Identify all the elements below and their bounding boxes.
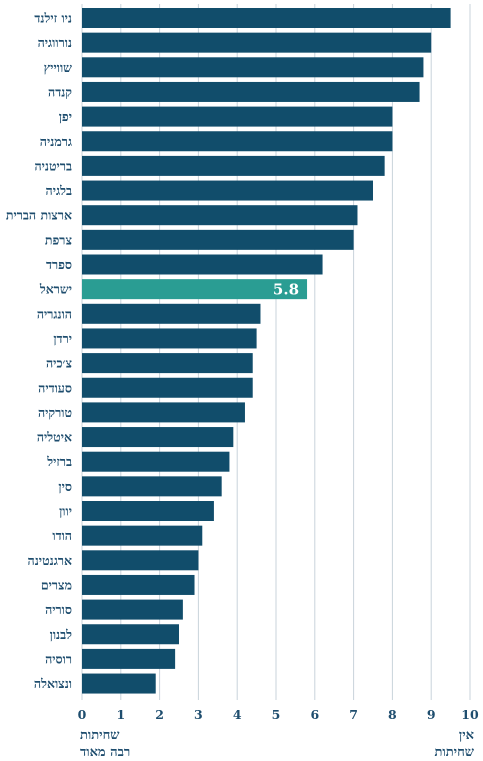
bar [82,303,261,324]
bar [82,279,308,300]
x-tick-label: 8 [388,707,397,722]
category-label: ברזיל [46,454,72,469]
category-label: מצרים [41,577,72,592]
category-label: יוון [59,504,72,519]
category-label: ארגנטינה [28,553,72,568]
category-label: הונגריה [37,306,72,321]
x-tick-label: 0 [78,707,87,722]
bar [82,229,354,250]
x-tick-label: 4 [233,707,242,722]
category-label: איטליה [37,430,72,445]
bar [82,427,234,448]
category-label: ניו זילנד [34,11,72,26]
category-label: צ׳כיה [46,356,72,371]
bar [82,648,176,669]
category-label: צרפת [45,232,73,247]
axis-high-end-label-line-1: אין [458,728,474,743]
category-label: סעודיה [38,380,72,395]
category-label: סוריה [45,602,72,617]
x-tick-label: 1 [116,707,125,722]
category-label: רוסיה [45,651,72,666]
axis-high-end-label: אין שחיתות [384,727,475,761]
bar [82,550,199,571]
category-label: קנדה [48,84,72,99]
bar [82,501,214,521]
bar [82,574,195,595]
bar [82,476,222,497]
bar [82,131,393,152]
x-tick-label: 9 [427,707,436,722]
axis-low-end-label-line-2: רבה מאוד [80,745,131,760]
category-label: בריטניה [34,158,72,173]
category-label: לבנון [50,627,72,642]
bar [82,673,156,694]
category-label: הודו [52,528,72,543]
category-label: בלגיה [46,183,72,198]
bar [82,624,179,645]
bar [82,81,420,102]
bar [82,180,373,201]
category-label: שווייץ [44,60,72,75]
category-label: טורקיה [38,405,72,420]
axis-low-end-label-line-1: שחיתות [80,728,120,743]
bar [82,155,385,176]
bar [82,377,253,398]
bar [82,353,253,374]
bar [82,106,393,127]
category-label: ספרד [46,257,72,272]
bar [82,402,245,423]
category-label: ארצות הברית [6,208,72,223]
axis-high-end-label-line-2: שחיתות [434,745,475,760]
bar [82,328,257,349]
category-label: ישראל [39,282,72,297]
bar [82,599,183,620]
bar [82,205,358,226]
x-tick-label: 5 [272,707,281,722]
bar [82,451,230,472]
category-label: ונצואלה [34,676,72,691]
bar [82,254,323,275]
x-tick-label: 2 [155,707,164,722]
category-label: גרמניה [40,134,72,149]
bar [82,32,432,53]
axis-low-end-label: שחיתות רבה מאוד [80,727,170,761]
x-tick-label: 6 [310,707,319,722]
bar [82,525,203,546]
bar [82,57,424,78]
x-tick-label: 7 [349,707,358,722]
category-label: נורווגיה [38,35,72,50]
data-label: 5.8 [273,281,299,299]
x-tick-label: 3 [194,707,203,722]
bar [82,8,451,28]
x-tick-label: 10 [461,707,479,722]
category-label: יפן [59,109,72,124]
category-label: סין [58,479,72,494]
category-label: ירדן [53,331,72,346]
